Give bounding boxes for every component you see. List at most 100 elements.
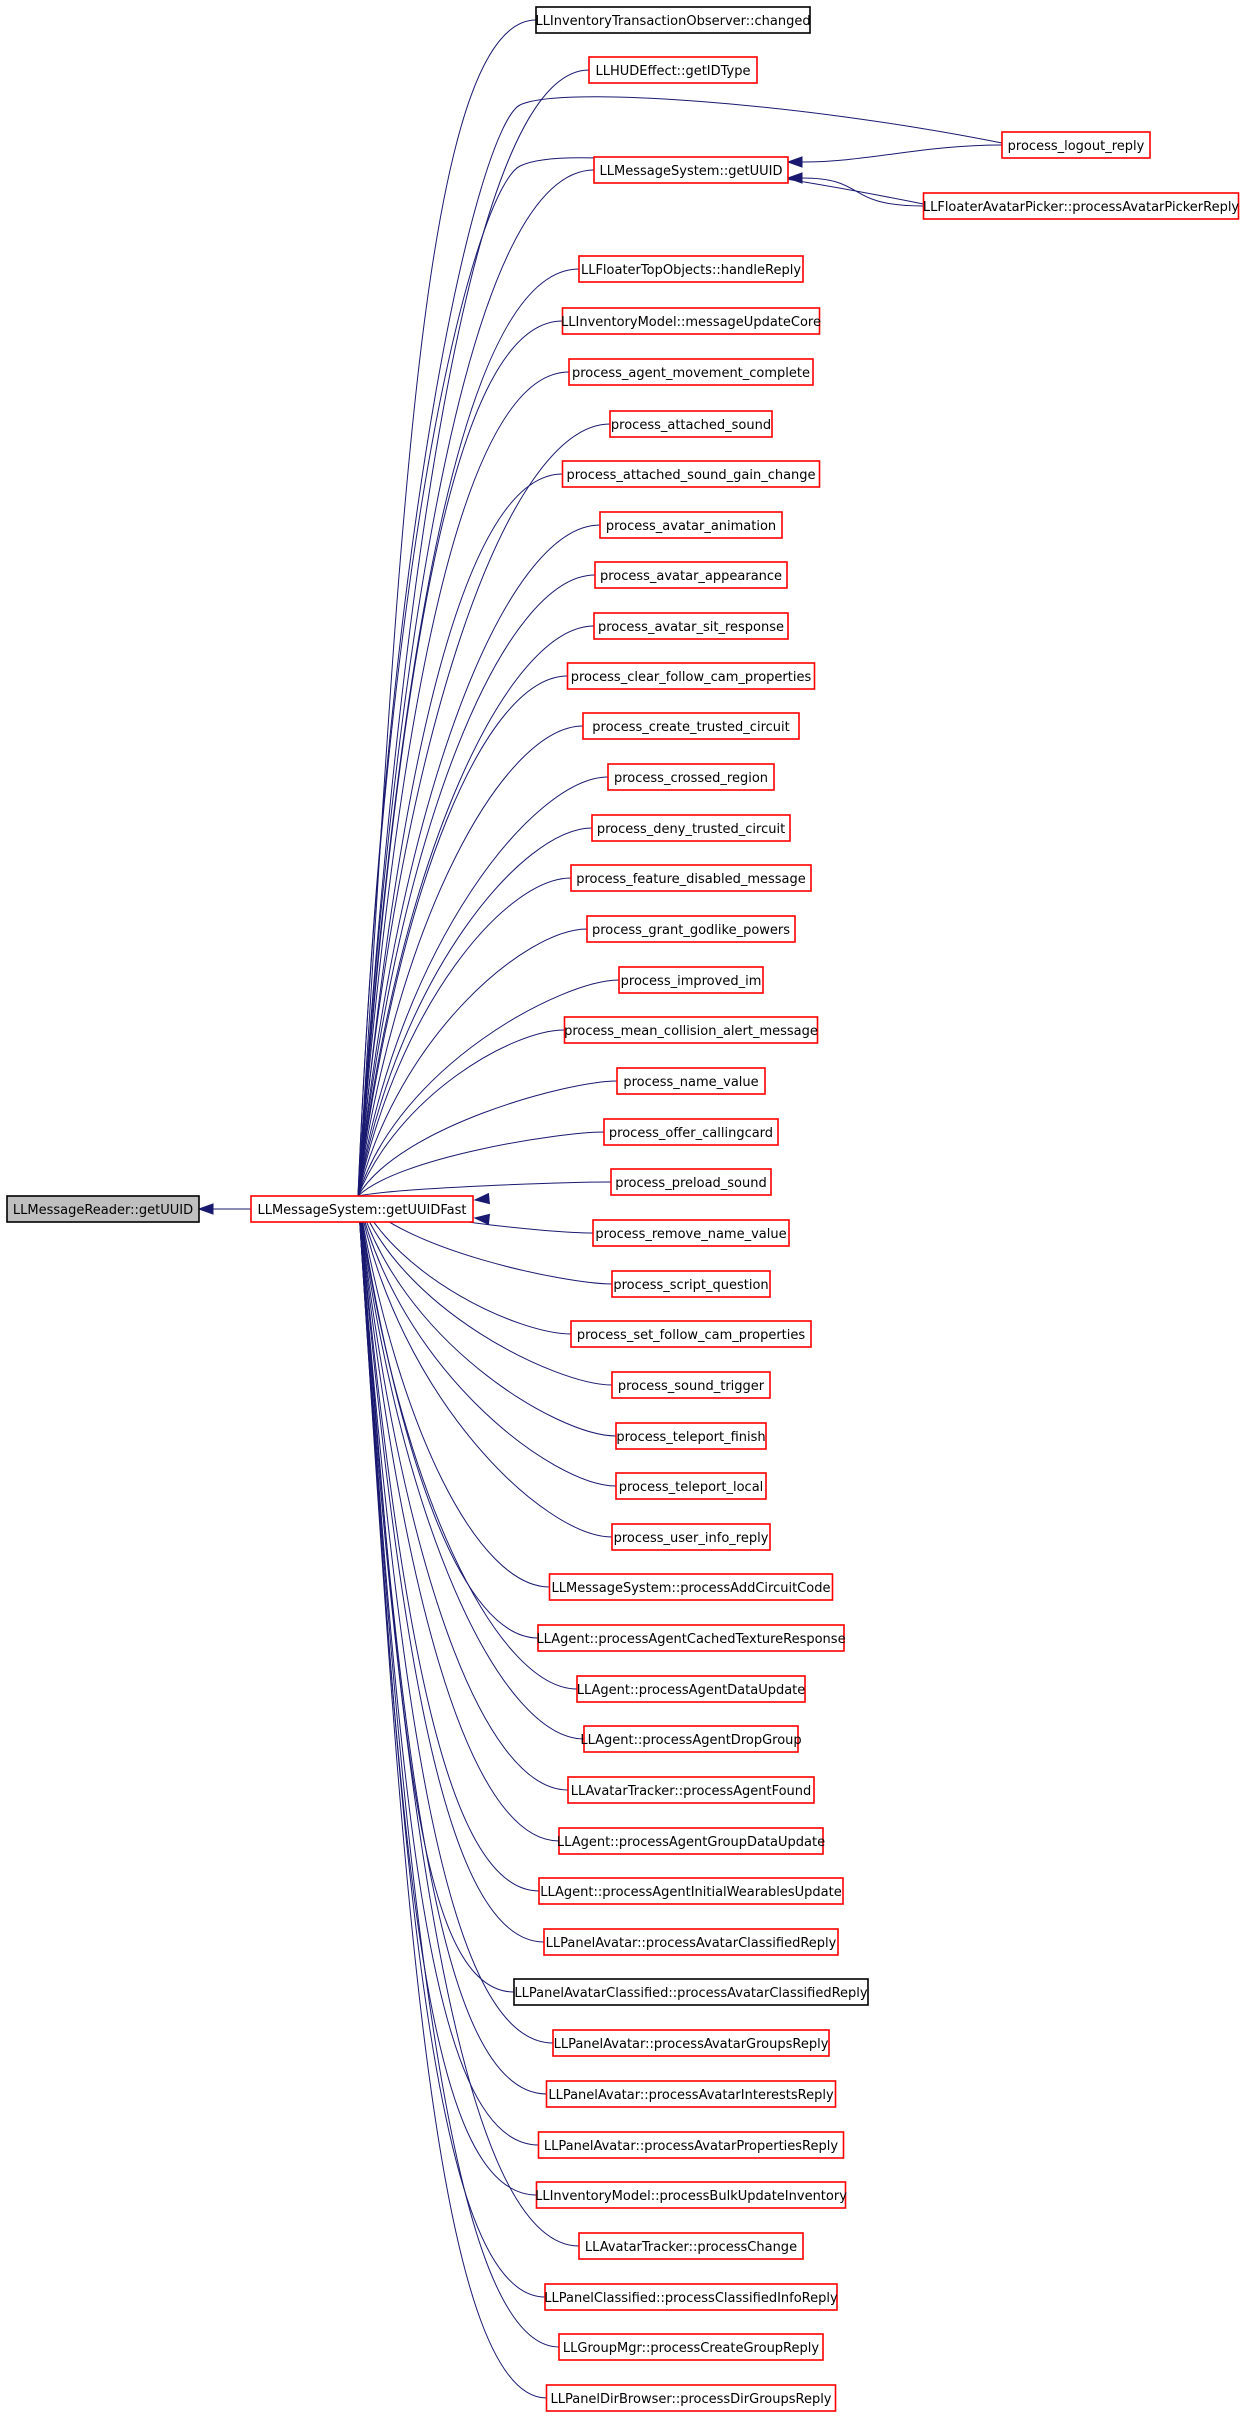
caller-node-41[interactable]: LLAvatarTracker::processChange [578, 2232, 804, 2260]
edge-caller-0 [357, 19, 537, 1197]
caller-node-18[interactable]: process_name_value [616, 1067, 766, 1095]
caller-node-40[interactable]: LLInventoryModel::processBulkUpdateInven… [535, 2181, 847, 2209]
caller-node-16[interactable]: process_improved_im [618, 966, 764, 994]
edge-caller-7 [357, 524, 601, 1197]
right-caller-node-1[interactable]: LLFloaterAvatarPicker::processAvatarPick… [922, 192, 1240, 220]
caller-node-23-box [570, 1320, 812, 1348]
caller-node-17-box [563, 1016, 819, 1044]
hub-node-box [250, 1195, 474, 1223]
edge-caller-2 [357, 268, 580, 1197]
edge-caller-25 [357, 1195, 617, 1437]
caller-node-6[interactable]: process_attached_sound_gain_change [561, 460, 821, 488]
edge-caller-12 [357, 776, 609, 1197]
caller-node-26-label: process_teleport_local [619, 1480, 764, 1495]
caller-node-35[interactable]: LLPanelAvatar::processAvatarClassifiedRe… [543, 1928, 839, 1956]
caller-node-9[interactable]: process_avatar_sit_response [593, 612, 789, 640]
caller-node-13[interactable]: process_deny_trusted_circuit [591, 814, 791, 842]
caller-node-32-label: LLAvatarTracker::processAgentFound [571, 1784, 812, 1799]
edge-caller-44 [357, 1195, 547, 2399]
caller-node-32[interactable]: LLAvatarTracker::processAgentFound [567, 1776, 815, 1804]
caller-node-37-box [552, 2029, 830, 2057]
caller-node-27-box [611, 1523, 771, 1551]
caller-node-2[interactable]: LLFloaterTopObjects::handleReply [578, 255, 804, 283]
caller-node-31[interactable]: LLAgent::processAgentDropGroup [580, 1725, 802, 1753]
edge-caller-32 [357, 1195, 569, 1791]
caller-node-20[interactable]: process_preload_sound [610, 1168, 772, 1196]
caller-node-28[interactable]: LLMessageSystem::processAddCircuitCode [548, 1573, 834, 1601]
caller-node-18-label: process_name_value [623, 1075, 758, 1090]
caller-node-43[interactable]: LLGroupMgr::processCreateGroupReply [558, 2333, 824, 2361]
caller-node-24[interactable]: process_sound_trigger [611, 1371, 771, 1399]
root-node[interactable]: LLMessageReader::getUUID [6, 1195, 200, 1223]
caller-node-25-box [615, 1422, 767, 1450]
caller-node-34[interactable]: LLAgent::processAgentInitialWearablesUpd… [538, 1877, 844, 1905]
caller-node-17[interactable]: process_mean_collision_alert_message [563, 1016, 819, 1044]
caller-node-15[interactable]: process_grant_godlike_powers [586, 915, 796, 943]
caller-node-9-label: process_avatar_sit_response [598, 620, 784, 635]
caller-node-26[interactable]: process_teleport_local [615, 1472, 767, 1500]
caller-node-38[interactable]: LLPanelAvatar::processAvatarInterestsRep… [545, 2080, 837, 2108]
caller-node-27-label: process_user_info_reply [614, 1531, 769, 1546]
caller-node-44-label: LLPanelDirBrowser::processDirGroupsReply [550, 2392, 831, 2407]
caller-node-30-box [576, 1675, 806, 1703]
caller-node-4[interactable]: process_agent_movement_complete [568, 358, 814, 386]
caller-node-3-label: LLInventoryModel::messageUpdateCore [561, 315, 821, 330]
caller-node-39[interactable]: LLPanelAvatar::processAvatarPropertiesRe… [537, 2131, 845, 2159]
caller-node-14[interactable]: process_feature_disabled_message [570, 864, 812, 892]
caller-node-5-label: process_attached_sound [611, 418, 771, 433]
caller-node-22[interactable]: process_script_question [611, 1270, 771, 1298]
caller-node-12[interactable]: process_crossed_region [607, 763, 775, 791]
caller-node-5[interactable]: process_attached_sound [609, 410, 773, 438]
caller-node-30[interactable]: LLAgent::processAgentDataUpdate [576, 1675, 806, 1703]
caller-node-8[interactable]: process_avatar_appearance [594, 561, 788, 589]
caller-node-26-box [615, 1472, 767, 1500]
arrowhead-root [197, 1203, 214, 1215]
caller-node-14-box [570, 864, 812, 892]
right-caller-node-1-label: LLFloaterAvatarPicker::processAvatarPick… [923, 200, 1240, 215]
caller-node-35-label: LLPanelAvatar::processAvatarClassifiedRe… [546, 1936, 837, 1951]
caller-node-37[interactable]: LLPanelAvatar::processAvatarGroupsReply [552, 2029, 830, 2057]
right-caller-node-0[interactable]: process_logout_reply [1001, 131, 1151, 159]
caller-node-19[interactable]: process_offer_callingcard [603, 1118, 779, 1146]
edge-caller-33 [357, 1195, 560, 1842]
caller-node-34-box [538, 1877, 844, 1905]
caller-node-24-label: process_sound_trigger [618, 1379, 765, 1394]
caller-node-23[interactable]: process_set_follow_cam_properties [570, 1320, 812, 1348]
caller-node-7[interactable]: process_avatar_animation [599, 511, 783, 539]
caller-node-22-box [611, 1270, 771, 1298]
caller-node-27[interactable]: process_user_info_reply [611, 1523, 771, 1551]
caller-node-3[interactable]: LLInventoryModel::messageUpdateCore [561, 307, 821, 335]
caller-node-33[interactable]: LLAgent::processAgentGroupDataUpdate [557, 1827, 825, 1855]
caller-node-11[interactable]: process_create_trusted_circuit [582, 712, 800, 740]
caller-node-17-label: process_mean_collision_alert_message [564, 1024, 818, 1039]
caller-node-42[interactable]: LLPanelClassified::processClassifiedInfo… [544, 2283, 838, 2311]
caller-node-6-box [561, 460, 821, 488]
caller-node-1[interactable]: LLHUDEffect::getIDType [588, 56, 758, 84]
edge-mid-to-hub [357, 169, 595, 1197]
edge-caller-36 [357, 1195, 515, 1993]
caller-node-44[interactable]: LLPanelDirBrowser::processDirGroupsReply [545, 2384, 837, 2412]
caller-node-0[interactable]: LLInventoryTransactionObserver::changed [535, 6, 811, 34]
edge-caller-43 [357, 1195, 560, 2348]
caller-node-10[interactable]: process_clear_follow_cam_properties [566, 662, 816, 690]
caller-node-21[interactable]: process_remove_name_value [592, 1219, 790, 1247]
caller-node-44-box [545, 2384, 837, 2412]
root-node-box [6, 1195, 200, 1223]
mid-node[interactable]: LLMessageSystem::getUUID [593, 156, 789, 184]
caller-node-18-box [616, 1067, 766, 1095]
right-caller-node-1-box [922, 192, 1240, 220]
caller-node-25[interactable]: process_teleport_finish [615, 1422, 767, 1450]
caller-node-33-box [558, 1827, 824, 1855]
arrowhead-hub-2 [473, 1213, 490, 1226]
edge-caller-6 [357, 473, 563, 1197]
edge-caller-11 [357, 725, 584, 1197]
hub-node[interactable]: LLMessageSystem::getUUIDFast [250, 1195, 474, 1223]
arrowhead-hub-1 [473, 1192, 490, 1205]
caller-node-33-label: LLAgent::processAgentGroupDataUpdate [557, 1835, 825, 1850]
edge-caller-26 [357, 1195, 617, 1487]
edge-caller-13 [357, 827, 593, 1197]
caller-node-36[interactable]: LLPanelAvatarClassified::processAvatarCl… [513, 1978, 869, 2006]
caller-node-29[interactable]: LLAgent::processAgentCachedTextureRespon… [536, 1624, 846, 1652]
caller-node-16-label: process_improved_im [621, 974, 762, 989]
